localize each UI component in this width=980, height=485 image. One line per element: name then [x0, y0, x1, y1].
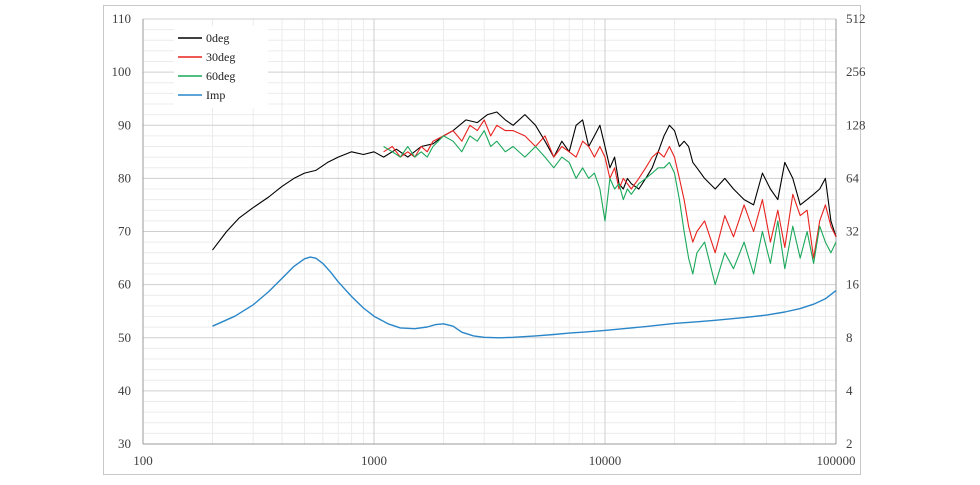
x-tick-label: 1000 [361, 453, 387, 468]
legend-label-0deg: 0deg [206, 31, 229, 45]
series-line-60deg [383, 130, 837, 286]
y2-tick-label: 512 [846, 11, 866, 26]
y2-tick-label: 2 [846, 436, 853, 451]
y2-tick-label: 64 [846, 170, 860, 185]
series-line-0deg [212, 111, 837, 251]
series-line-30deg [383, 119, 837, 259]
y-tick-label: 50 [118, 330, 131, 345]
y-tick-label: 100 [112, 64, 132, 79]
y2-tick-label: 8 [846, 330, 853, 345]
y-tick-label: 60 [118, 277, 131, 292]
y2-tick-label: 256 [846, 64, 866, 79]
legend-label-60deg: 60deg [206, 69, 235, 83]
legend-label-imp: Imp [206, 88, 225, 102]
x-tick-label: 100 [133, 453, 153, 468]
y-tick-label: 90 [118, 117, 131, 132]
y2-tick-label: 16 [846, 277, 860, 292]
x-tick-label: 10000 [589, 453, 622, 468]
x-tick-label: 100000 [817, 453, 856, 468]
axes [142, 19, 837, 445]
legend-label-30deg: 30deg [206, 50, 235, 64]
legend: 0deg 30deg 60deg Imp [174, 26, 268, 108]
y-tick-label: 70 [118, 224, 131, 239]
series-line-imp [212, 256, 837, 339]
y2-tick-label: 32 [846, 224, 859, 239]
y2-tick-label: 4 [846, 383, 853, 398]
y-tick-label: 110 [112, 11, 131, 26]
grid [142, 18, 837, 445]
y-tick-label: 30 [118, 436, 131, 451]
y-tick-label: 40 [118, 383, 131, 398]
series-lines [212, 111, 837, 339]
y-tick-label: 80 [118, 170, 131, 185]
y2-tick-label: 128 [846, 117, 866, 132]
tick-labels: 30 40 50 60 70 80 90 100 110 2 4 8 16 32 64 128 256 512 10… [112, 11, 867, 468]
